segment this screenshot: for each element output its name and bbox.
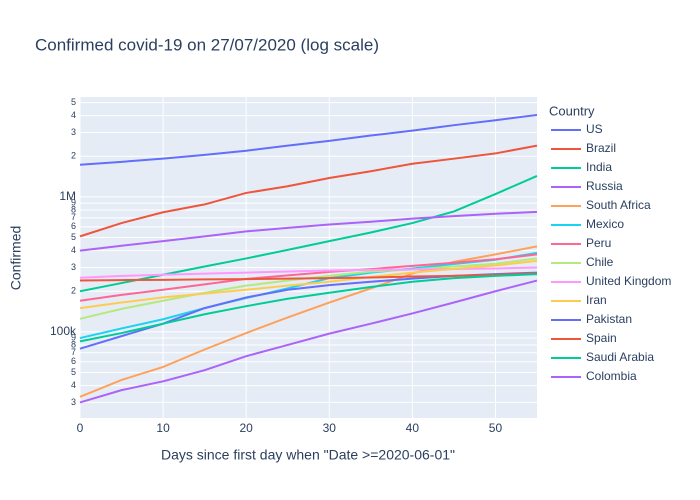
x-tick-label: 20 (240, 421, 254, 435)
x-tick-label: 30 (323, 421, 337, 435)
legend-label: Colombia (586, 369, 637, 383)
legend-label: South Africa (586, 198, 651, 212)
legend-label: Chile (586, 255, 614, 269)
legend-label: Iran (586, 293, 607, 307)
x-axis-title: Days since first day when "Date >=2020-0… (161, 447, 455, 463)
line-series (79, 245, 538, 398)
y-tick-label: 2 (71, 151, 76, 161)
y-tick-label: 9 (71, 197, 76, 207)
legend-label: Brazil (586, 141, 616, 155)
legend-label: Spain (586, 331, 617, 345)
line-series (79, 273, 538, 343)
legend-title: Country (549, 103, 595, 118)
y-tick-label: 5 (71, 367, 76, 377)
y-tick-label: 6 (71, 221, 76, 231)
y-tick-label: 3 (71, 262, 76, 272)
x-tick-label: 40 (406, 421, 420, 435)
line-series (79, 272, 538, 282)
legend-label: Mexico (586, 217, 624, 231)
legend-label: Pakistan (586, 312, 632, 326)
line-series (79, 144, 538, 238)
legend-label: United Kingdom (586, 274, 671, 288)
legend-label: Peru (586, 236, 611, 250)
line-series (79, 259, 538, 310)
line-series (79, 210, 538, 252)
y-tick-label: 7 (71, 347, 76, 357)
y-tick-label: 7 (71, 212, 76, 222)
y-tick-label: 4 (71, 380, 76, 390)
y-tick-label: 9 (71, 332, 76, 342)
legend-label: US (586, 122, 603, 136)
y-tick-label: 3 (71, 127, 76, 137)
line-series (79, 113, 538, 166)
legend-label: Russia (586, 179, 623, 193)
y-tick-label: 3 (71, 397, 76, 407)
y-tick-label: 4 (71, 245, 76, 255)
y-tick-label: 5 (71, 97, 76, 107)
y-axis-title: Confirmed (8, 226, 24, 291)
x-tick-label: 50 (489, 421, 503, 435)
plot-area (80, 97, 537, 418)
y-tick-label: 4 (71, 110, 76, 120)
y-tick-label: 8 (71, 339, 76, 349)
y-tick-label: 1M (59, 189, 76, 203)
legend-label: Saudi Arabia (586, 350, 654, 364)
legend-label: India (586, 160, 612, 174)
x-tick-label: 10 (156, 421, 170, 435)
line-series (79, 175, 538, 293)
x-tick-label: 0 (77, 421, 84, 435)
y-tick-label: 8 (71, 204, 76, 214)
y-tick-label: 100k (50, 324, 77, 338)
y-tick-label: 2 (71, 286, 76, 296)
line-series (79, 253, 538, 302)
line-series (79, 279, 538, 404)
chart-title: Confirmed covid-19 on 27/07/2020 (log sc… (35, 35, 379, 54)
y-tick-label: 6 (71, 356, 76, 366)
y-tick-label: 5 (71, 232, 76, 242)
